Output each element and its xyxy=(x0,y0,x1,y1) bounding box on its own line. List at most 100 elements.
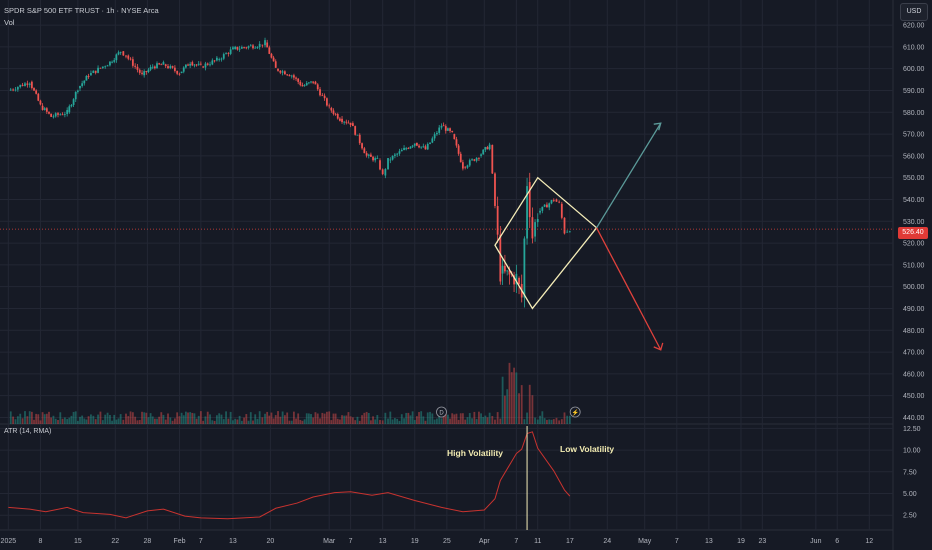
candle-body xyxy=(312,81,315,83)
volume-bar xyxy=(178,416,181,424)
candle-body xyxy=(328,105,331,107)
volume-bar xyxy=(405,412,408,424)
volume-bar xyxy=(338,419,341,424)
volume-bar xyxy=(191,412,194,424)
candle-body xyxy=(143,71,146,76)
candle-body xyxy=(54,113,57,117)
volume-bar xyxy=(389,411,392,424)
volume-bar xyxy=(37,414,40,424)
currency-button[interactable]: USD xyxy=(900,3,928,21)
candle-body xyxy=(145,71,148,73)
volume-bar xyxy=(204,416,207,424)
volume-bar xyxy=(482,416,485,424)
candle-body xyxy=(293,75,295,78)
volume-bar xyxy=(330,420,333,424)
candle-body xyxy=(270,53,273,58)
candle-body xyxy=(234,46,237,50)
volume-bar xyxy=(171,420,174,424)
candle-body xyxy=(35,90,38,94)
candle-body xyxy=(499,234,502,282)
volume-bar xyxy=(136,420,139,424)
candle-body xyxy=(459,153,462,163)
candle-body xyxy=(249,45,252,47)
candle-body xyxy=(451,130,454,133)
volume-bar xyxy=(400,414,403,424)
candle-body xyxy=(480,154,482,156)
volume-bar xyxy=(184,411,187,424)
candle-body xyxy=(379,160,381,170)
volume-bar xyxy=(125,413,127,424)
candle-body xyxy=(50,113,53,117)
candle-body xyxy=(440,125,443,128)
earnings-marker-icon-circle xyxy=(569,406,581,418)
volume-bar xyxy=(345,415,348,424)
volume-bar xyxy=(475,419,478,424)
candle-body xyxy=(66,110,69,114)
candle-body xyxy=(288,75,291,77)
x-tick-label: Apr xyxy=(479,538,491,545)
volume-bar xyxy=(528,384,531,424)
volume-bar xyxy=(508,362,511,424)
volume-bar xyxy=(272,418,275,424)
volume-bar xyxy=(66,419,69,424)
volume-bar xyxy=(50,417,53,424)
y-tick-label: 470.00 xyxy=(903,350,925,357)
candle-body xyxy=(149,67,152,70)
atr-indicator-label[interactable]: ATR (14, RMA) xyxy=(4,428,52,435)
candle-body xyxy=(61,114,64,116)
candle-body xyxy=(122,51,125,56)
arrow-up-head xyxy=(653,122,662,131)
candle-body xyxy=(281,71,284,73)
volume-bar xyxy=(518,393,520,424)
last-price-label: 526.40 xyxy=(898,227,928,239)
candle-body xyxy=(534,222,536,237)
candle-body xyxy=(550,200,553,204)
candle-body xyxy=(407,148,410,149)
volume-bar xyxy=(523,419,526,424)
volume-bar xyxy=(92,415,95,424)
volume-bar xyxy=(526,412,528,424)
volume-bar xyxy=(403,418,405,424)
candle-body xyxy=(184,64,187,68)
candle-body xyxy=(218,59,221,60)
x-tick-label: 15 xyxy=(74,538,82,545)
volume-bar xyxy=(195,418,198,424)
candle-body xyxy=(59,114,62,116)
candle-body xyxy=(37,93,40,101)
candle-body xyxy=(464,166,467,168)
candle-body xyxy=(374,158,377,161)
volume-bar xyxy=(156,418,158,424)
volume-bar xyxy=(193,413,196,424)
candle-body xyxy=(243,47,245,48)
volume-bar xyxy=(504,395,506,424)
candle-body xyxy=(97,67,99,73)
candle-body xyxy=(189,63,192,66)
candle-body xyxy=(99,67,102,69)
volume-bar xyxy=(90,414,92,424)
candle-body xyxy=(79,85,81,89)
annotation-high-volatility: High Volatility xyxy=(447,448,504,458)
candle-body xyxy=(213,60,216,62)
volume-bar xyxy=(501,376,504,424)
candle-body xyxy=(453,134,456,140)
candle-body xyxy=(558,201,561,203)
candle-body xyxy=(436,132,438,135)
candle-body xyxy=(264,40,266,46)
candle-body xyxy=(356,134,359,136)
volume-bar xyxy=(461,413,464,424)
volume-bar xyxy=(173,418,176,424)
volume-bar xyxy=(312,417,315,424)
volume-bar xyxy=(374,419,377,424)
candle-body xyxy=(433,134,436,139)
volume-bar xyxy=(21,418,24,424)
symbol-title: SPDR S&P 500 ETF TRUST · 1h · NYSE Arca xyxy=(4,6,159,15)
candle-body xyxy=(389,159,392,161)
candle-body xyxy=(176,70,179,74)
volume-bar xyxy=(229,411,232,424)
candle-body xyxy=(365,153,368,156)
volume-bar xyxy=(347,412,350,424)
candle-body xyxy=(229,49,232,54)
candle-body xyxy=(546,204,548,208)
